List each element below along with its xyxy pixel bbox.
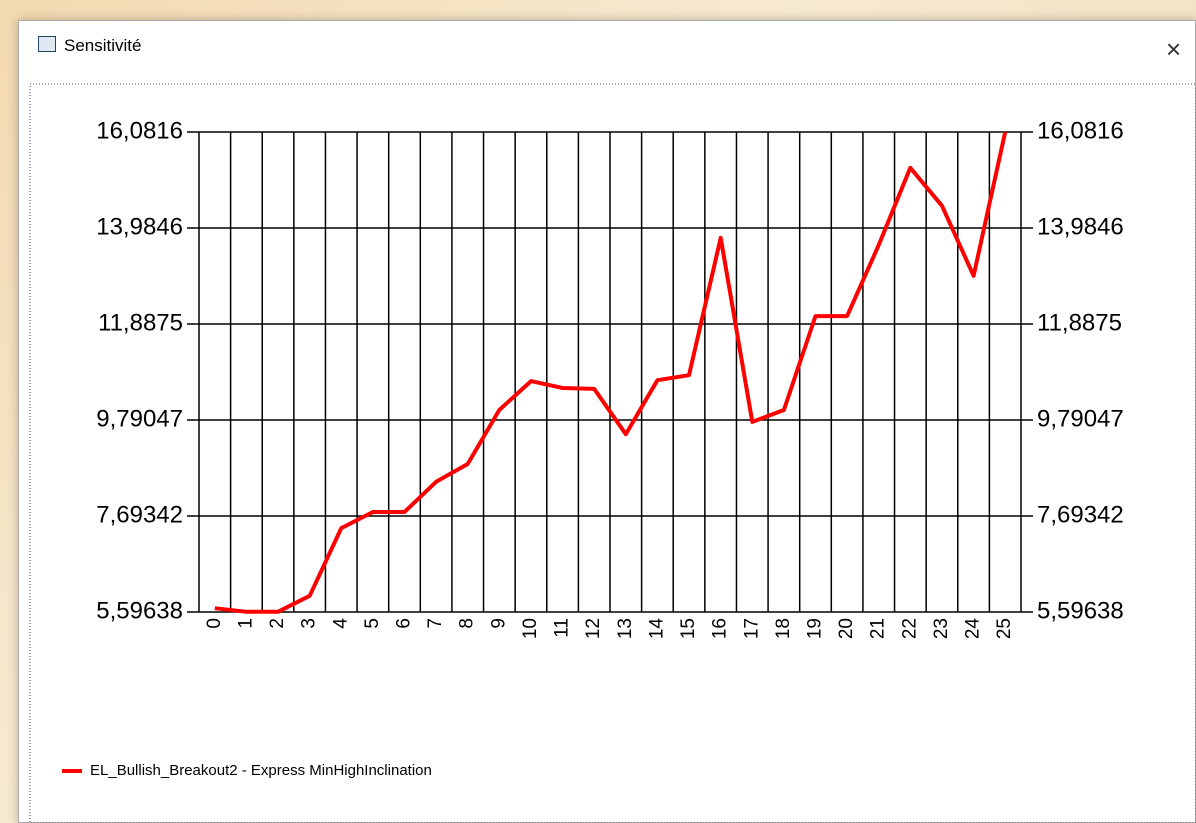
legend-label: EL_Bullish_Breakout2 - Express MinHighIn… xyxy=(90,762,432,779)
y-tick-label: 9,79047 xyxy=(96,405,183,432)
x-tick-label: 9 xyxy=(488,618,509,629)
y-tick-label: 16,0816 xyxy=(96,117,183,144)
x-tick-label: 5 xyxy=(362,618,383,629)
y2-tick-label: 7,69342 xyxy=(1037,501,1124,528)
x-tick-label: 14 xyxy=(646,618,667,640)
x-tick-label: 21 xyxy=(868,618,889,639)
x-tick-label: 16 xyxy=(710,618,731,639)
x-tick-label: 18 xyxy=(773,618,794,639)
y2-tick-label: 16,0816 xyxy=(1037,117,1124,144)
y2-tick-label: 5,59638 xyxy=(1037,597,1124,624)
series-line xyxy=(214,131,1008,614)
x-tick-label: 25 xyxy=(994,618,1015,639)
x-tick-label: 7 xyxy=(425,618,446,629)
x-tick-label: 13 xyxy=(615,618,636,639)
x-tick-label: 15 xyxy=(678,618,699,639)
x-tick-label: 12 xyxy=(583,618,604,639)
y-tick-label: 11,8875 xyxy=(98,309,183,336)
chart-frame xyxy=(29,83,1196,823)
x-tick-label: 23 xyxy=(931,618,952,639)
x-tick-label: 20 xyxy=(836,618,857,639)
y2-tick-label: 13,9846 xyxy=(1037,213,1124,240)
y-tick-label: 7,69342 xyxy=(96,501,183,528)
x-tick-label: 22 xyxy=(899,618,920,639)
y2-tick-label: 9,79047 xyxy=(1037,405,1124,432)
x-tick-label: 11 xyxy=(552,618,573,638)
y-tick-label: 13,9846 xyxy=(96,213,183,240)
close-button[interactable]: × xyxy=(1166,34,1182,64)
x-tick-label: 0 xyxy=(204,618,225,629)
x-tick-label: 1 xyxy=(235,618,256,629)
x-tick-label: 2 xyxy=(267,618,288,629)
x-tick-label: 24 xyxy=(963,618,984,640)
x-tick-label: 4 xyxy=(330,618,351,629)
window-icon xyxy=(38,36,56,52)
x-tick-label: 19 xyxy=(805,618,826,639)
window-title: Sensitivité xyxy=(64,36,142,55)
y2-tick-label: 11,8875 xyxy=(1037,309,1122,336)
x-tick-label: 10 xyxy=(520,618,541,639)
x-tick-label: 17 xyxy=(741,618,762,639)
y-tick-label: 5,59638 xyxy=(96,597,183,624)
x-tick-label: 3 xyxy=(299,618,320,629)
x-tick-label: 6 xyxy=(394,618,415,629)
x-tick-label: 8 xyxy=(457,618,478,629)
